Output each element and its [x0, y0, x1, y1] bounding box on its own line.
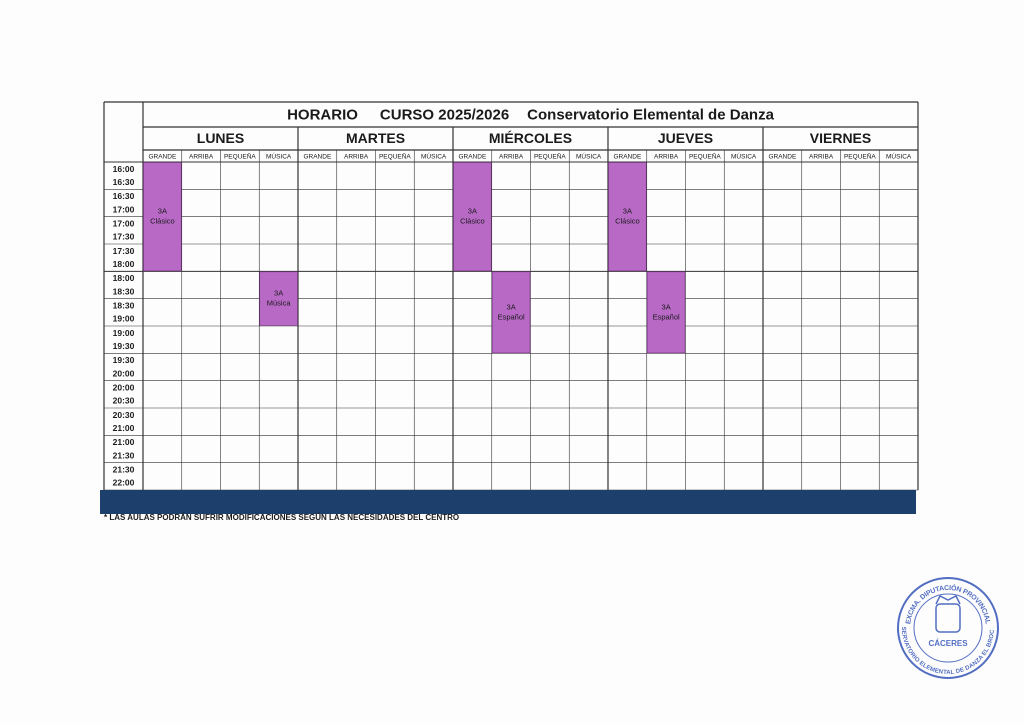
class-block — [491, 271, 531, 354]
room-label: ARRIBA — [654, 154, 679, 161]
day-label: VIERNES — [810, 130, 871, 146]
time-start: 21:00 — [113, 437, 135, 447]
class-subject: Música — [267, 299, 292, 308]
time-end: 16:30 — [113, 177, 135, 187]
room-label: GRANDE — [768, 154, 796, 161]
time-end: 19:00 — [113, 314, 135, 324]
time-start: 18:00 — [113, 273, 135, 283]
class-block — [259, 271, 298, 326]
room-label: MÚSICA — [421, 152, 447, 161]
day-label: JUEVES — [658, 130, 713, 146]
room-label: GRANDE — [148, 154, 176, 161]
time-start: 18:30 — [113, 301, 135, 311]
time-start: 17:00 — [113, 219, 135, 229]
stamp-shield — [935, 603, 961, 633]
time-start: 20:00 — [113, 383, 135, 393]
class-group: 3A — [468, 207, 477, 216]
class-group: 3A — [623, 207, 632, 216]
time-start: 19:30 — [113, 355, 135, 365]
time-end: 19:30 — [113, 341, 135, 351]
class-block — [143, 162, 182, 272]
time-start: 17:30 — [113, 246, 135, 256]
stamp-crown — [935, 594, 961, 605]
class-subject: Español — [498, 312, 525, 321]
room-label: ARRIBA — [809, 154, 834, 161]
time-end: 20:30 — [113, 396, 135, 406]
time-end: 17:00 — [113, 204, 135, 214]
table-title: HORARIO CURSO 2025/2026 Conservatorio Elem… — [287, 106, 774, 123]
room-label: PEQUEÑA — [379, 152, 411, 161]
footnote: * LAS AULAS PODRÁN SUFRIR MODIFICACIONES… — [104, 513, 459, 522]
room-label: MÚSICA — [266, 152, 292, 161]
room-label: ARRIBA — [499, 154, 524, 161]
room-label: ARRIBA — [189, 154, 214, 161]
footer-bar — [100, 490, 916, 514]
title-part: HORARIO — [287, 106, 358, 123]
room-label: PEQUEÑA — [224, 152, 256, 161]
time-end: 20:00 — [113, 368, 135, 378]
time-start: 19:00 — [113, 328, 135, 338]
time-start: 20:30 — [113, 410, 135, 420]
day-label: MIÉRCOLES — [489, 130, 572, 146]
class-group: 3A — [662, 302, 671, 311]
class-block — [608, 162, 647, 272]
room-label: PEQUEÑA — [689, 152, 721, 161]
time-end: 22:00 — [113, 478, 135, 488]
room-label: MÚSICA — [576, 152, 602, 161]
class-group: 3A — [507, 302, 516, 311]
room-label: MÚSICA — [886, 152, 912, 161]
room-label: PEQUEÑA — [844, 152, 876, 161]
room-label: MÚSICA — [731, 152, 757, 161]
day-label: LUNES — [197, 130, 244, 146]
room-label: ARRIBA — [344, 154, 369, 161]
time-end: 21:00 — [113, 423, 135, 433]
time-start: 21:30 — [113, 465, 135, 475]
time-start: 16:00 — [113, 164, 135, 174]
class-block — [646, 271, 686, 354]
class-group: 3A — [274, 289, 283, 298]
stamp-inner-ring — [913, 593, 983, 663]
stamp-city: CÁCERES — [928, 639, 968, 648]
class-subject: Español — [653, 312, 680, 321]
class-subject: Clásico — [150, 217, 175, 226]
class-block — [453, 162, 492, 272]
class-group: 3A — [158, 207, 167, 216]
title-part: CURSO 2025/2026 — [380, 106, 509, 123]
room-label: GRANDE — [613, 154, 641, 161]
title-part: Conservatorio Elemental de Danza — [527, 106, 774, 123]
time-start: 16:30 — [113, 191, 135, 201]
time-end: 21:30 — [113, 450, 135, 460]
room-label: GRANDE — [458, 154, 486, 161]
class-subject: Clásico — [460, 217, 485, 226]
class-subject: Clásico — [615, 217, 640, 226]
timetable: HORARIO CURSO 2025/2026 Conservatorio Elem… — [100, 101, 919, 514]
day-label: MARTES — [346, 130, 405, 146]
room-label: PEQUEÑA — [534, 152, 566, 161]
time-end: 18:00 — [113, 259, 135, 269]
room-label: GRANDE — [303, 154, 331, 161]
time-end: 18:30 — [113, 286, 135, 296]
time-end: 17:30 — [113, 232, 135, 242]
stamp-ring — [897, 577, 999, 679]
